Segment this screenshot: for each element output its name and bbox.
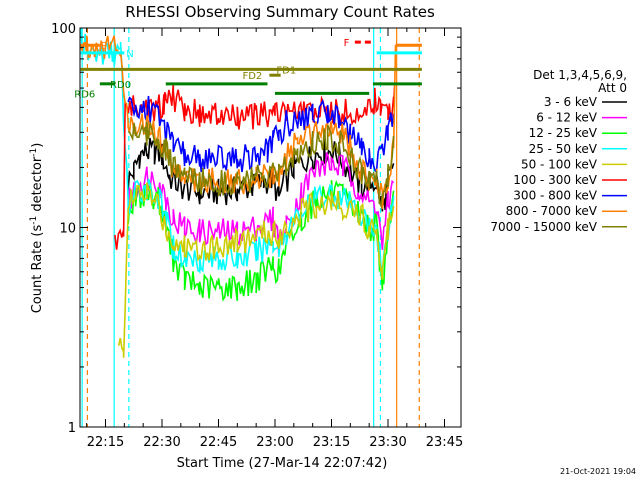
chart-title: RHESSI Observing Summary Count Rates: [125, 3, 435, 21]
x-tick-label: 22:45: [200, 435, 237, 450]
series-line: [117, 182, 395, 358]
series-line: [127, 121, 395, 208]
legend-entry: 12 - 25 keV: [529, 126, 627, 140]
series-50_100kev: [117, 182, 395, 358]
x-axis: 22:15 22:30 22:45 23:00 23:15 23:30 23:45: [86, 28, 463, 450]
x-tick-label: 23:30: [369, 435, 406, 450]
legend: Det 1,3,4,5,6,9, Att 0 3 - 6 keV 6 - 12 k…: [490, 68, 627, 234]
flare-flag-label: F: [344, 38, 350, 49]
flag-label: N: [126, 49, 133, 60]
legend-entry: 7000 - 15000 keV: [490, 220, 627, 234]
generation-timestamp: 21-Oct-2021 19:04: [560, 467, 636, 476]
legend-label: 12 - 25 keV: [529, 126, 598, 140]
flag-label: FD2: [242, 71, 262, 82]
flag-label: FD1: [276, 65, 296, 76]
series-line: [127, 95, 395, 176]
legend-entry: 25 - 50 keV: [529, 142, 627, 156]
x-tick-label: 23:15: [313, 435, 350, 450]
legend-label: 800 - 7000 keV: [506, 204, 598, 218]
y-axis-label: Count Rate (s-1 detector-1): [29, 143, 45, 314]
legend-label: 300 - 800 keV: [513, 189, 597, 203]
series-25_50kev: [80, 28, 395, 275]
legend-title-attenuator: Att 0: [598, 81, 627, 95]
x-tick-label: 23:00: [256, 435, 293, 450]
legend-label: 25 - 50 keV: [529, 142, 598, 156]
legend-entry: 100 - 300 keV: [513, 173, 627, 187]
series-300_800kev: [127, 95, 395, 176]
series-line: [114, 82, 397, 250]
legend-entry: 800 - 7000 keV: [506, 204, 627, 218]
legend-label: 6 - 12 keV: [536, 111, 598, 125]
legend-title-detectors: Det 1,3,4,5,6,9,: [533, 68, 627, 82]
x-tick-label: 22:15: [87, 435, 124, 450]
flag-label: RD0: [110, 80, 131, 91]
flag-bars: S N FD1 FD2 RD0 RD6 F: [74, 38, 422, 100]
legend-label: 7000 - 15000 keV: [490, 220, 597, 234]
legend-entry: 50 - 100 keV: [521, 157, 627, 171]
legend-label: 3 - 6 keV: [544, 95, 598, 109]
y-axis: 1 10 100: [51, 22, 461, 436]
legend-label: 100 - 300 keV: [513, 173, 597, 187]
x-tick-label: 22:30: [143, 435, 180, 450]
legend-entry: 300 - 800 keV: [513, 189, 627, 203]
series-line: [80, 28, 395, 275]
x-tick-label: 23:45: [426, 435, 463, 450]
y-tick-label: 1: [68, 421, 76, 436]
y-tick-label: 100: [51, 22, 76, 37]
legend-entry: 3 - 6 keV: [544, 95, 627, 109]
x-axis-label: Start Time (27-Mar-14 22:07:42): [177, 456, 388, 471]
series-100_300kev: [114, 82, 397, 250]
legend-entry: 6 - 12 keV: [536, 111, 627, 125]
flag-label: RD6: [74, 89, 95, 100]
series-7000_15000kev: [127, 121, 395, 208]
series-group: [80, 28, 397, 358]
flag-label: S: [100, 41, 106, 52]
y-tick-label: 10: [59, 222, 76, 237]
legend-label: 50 - 100 keV: [521, 157, 598, 171]
